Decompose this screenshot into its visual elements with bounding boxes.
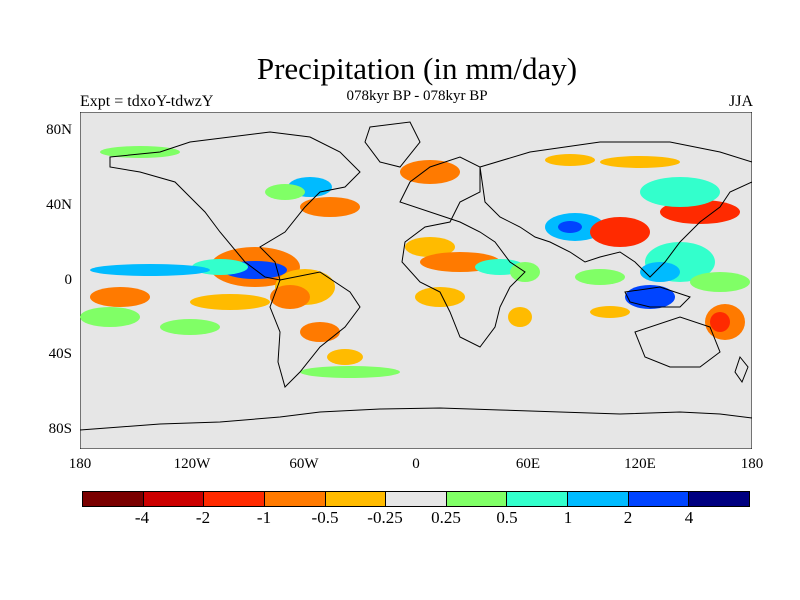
anomaly-patch	[90, 264, 210, 276]
colorbar-label: 0.5	[496, 508, 518, 527]
y-tick-label: 80S	[48, 421, 72, 437]
coastline-asia	[479, 141, 753, 278]
colorbar-label: 2	[623, 508, 633, 527]
colorbar-label: -0.25	[367, 508, 403, 527]
anomaly-patch	[710, 312, 730, 332]
coastline-south-america	[269, 271, 361, 388]
colorbar-label: 4	[684, 508, 694, 527]
coastline-greenland	[364, 121, 421, 168]
anomaly-patch	[405, 237, 455, 257]
x-tick-label: 120E	[624, 456, 656, 472]
colorbar-swatch	[507, 492, 569, 506]
y-tick-label: 40S	[48, 346, 72, 362]
coastline-maritime	[624, 286, 691, 308]
anomaly-patch	[625, 285, 675, 309]
colorbar-label: 1	[563, 508, 573, 527]
anomaly-patch	[300, 322, 340, 342]
anomaly-patch	[100, 146, 180, 158]
colorbar-swatch	[446, 492, 508, 506]
colorbar-swatch	[264, 492, 326, 506]
coastline-new-zealand	[734, 355, 749, 384]
colorbar-label: -4	[134, 508, 150, 527]
x-tick-label: 180	[740, 456, 764, 472]
x-tick-label: 180	[68, 456, 92, 472]
anomaly-patch	[270, 285, 310, 309]
anomaly-patch	[300, 366, 400, 378]
colorbar-swatch	[204, 492, 265, 506]
x-tick-label: 60E	[515, 456, 541, 472]
anomaly-patch	[190, 294, 270, 310]
anomaly-patch	[300, 197, 360, 217]
anomaly-patch	[575, 269, 625, 285]
colorbar-swatch	[325, 492, 387, 506]
colorbar-swatch	[143, 492, 205, 506]
precipitation-map	[79, 111, 753, 450]
y-tick-label: 80N	[46, 122, 72, 138]
map-canvas	[79, 111, 753, 450]
anomaly-patch	[590, 306, 630, 318]
colorbar-swatch	[568, 492, 629, 506]
anomaly-patch	[640, 177, 720, 207]
anomaly-patch	[558, 221, 582, 233]
y-tick-label: 40N	[46, 197, 72, 213]
x-tick-label: 120W	[173, 456, 211, 472]
x-tick-label: 60W	[289, 456, 319, 472]
coastlines	[79, 121, 753, 431]
anomaly-patch	[590, 217, 650, 247]
experiment-label: Expt = tdxoY-tdwzY	[80, 93, 214, 110]
plot-title: Precipitation (in mm/day)	[256, 51, 578, 86]
colorbar-label: -0.5	[311, 508, 339, 527]
colorbar-label: 0.25	[431, 508, 461, 527]
anomaly-patch	[640, 262, 680, 282]
y-tick-label: 0	[64, 272, 73, 288]
colorbar-swatch	[386, 492, 447, 506]
coastline-north-america	[109, 131, 361, 281]
anomaly-patch	[160, 319, 220, 335]
colorbar-swatch	[83, 492, 144, 506]
anomaly-patch	[265, 184, 305, 200]
anomaly-patch	[690, 272, 750, 292]
coastline-australia	[634, 316, 721, 368]
colorbar-swatch	[689, 492, 750, 506]
anomaly-patch	[415, 287, 465, 307]
anomaly-patch	[400, 160, 460, 184]
anomaly-patches	[80, 146, 750, 378]
colorbar	[82, 491, 750, 507]
coastline-antarctica	[79, 407, 753, 431]
anomaly-patch	[327, 349, 363, 365]
colorbar-swatch	[628, 492, 690, 506]
anomaly-patch	[90, 287, 150, 307]
plot-subtitle: 078kyr BP - 078kyr BP	[346, 88, 488, 104]
x-tick-label: 0	[412, 456, 420, 472]
colorbar-label: -2	[195, 508, 211, 527]
colorbar-label: -1	[256, 508, 272, 527]
season-label: JJA	[728, 93, 753, 110]
anomaly-patch	[508, 307, 532, 327]
anomaly-patch	[80, 307, 140, 327]
anomaly-patch	[545, 154, 595, 166]
anomaly-patch	[600, 156, 680, 168]
